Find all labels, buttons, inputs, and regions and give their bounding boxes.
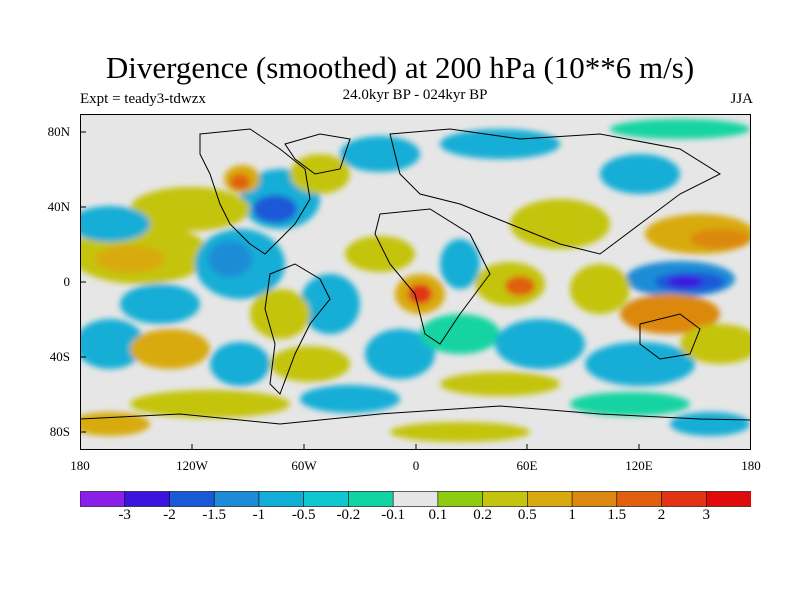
divergence-map [80, 114, 751, 450]
colorbar-swatch [705, 491, 751, 507]
colorbar-swatch [661, 491, 707, 507]
colorbar-swatch [80, 491, 126, 507]
experiment-label: Expt = teady3-tdwzx [80, 91, 206, 107]
colorbar-swatch [124, 491, 171, 507]
lon-label-120e: 120E [625, 458, 653, 473]
colorbar-label: -0.2 [336, 507, 361, 523]
lat-label-eq: 0 [63, 274, 71, 289]
lon-label-120w: 120W [176, 458, 208, 473]
field-layer [80, 114, 751, 450]
colorbar-label: -0.5 [291, 507, 316, 523]
colorbar-swatch [348, 491, 394, 507]
period-label: 24.0kyr BP - 024kyr BP [342, 87, 488, 103]
colorbar-label: -2 [163, 507, 176, 523]
colorbar-label: 1 [568, 507, 576, 523]
lon-label-180w: 180 [70, 458, 90, 473]
lat-label-80n: 80N [47, 124, 70, 139]
colorbar-swatch [571, 491, 618, 507]
colorbar-swatch [303, 491, 349, 507]
lat-label-40n: 40N [47, 199, 70, 214]
colorbar-swatch [527, 491, 573, 507]
colorbar-swatch [437, 491, 484, 507]
colorbar-swatch [213, 491, 260, 507]
lon-label-60e: 60E [516, 458, 538, 473]
season-label: JJA [730, 91, 753, 107]
colorbar-label: 3 [702, 507, 711, 523]
colorbar-label: 0.1 [428, 507, 448, 523]
colorbar-swatch [392, 491, 439, 507]
colorbar-label: 0.2 [473, 507, 492, 523]
colorbar-label: 0.5 [517, 507, 537, 523]
plot-title: Divergence (smoothed) at 200 hPa (10**6 … [105, 50, 695, 85]
colorbar-label: -3 [118, 507, 131, 523]
colorbar-label: -1.5 [202, 507, 227, 523]
colorbar-swatch [482, 491, 528, 507]
lon-label-180e: 180 [741, 458, 761, 473]
coastlines [80, 128, 751, 425]
colorbar-label: 1.5 [607, 507, 627, 523]
colorbar-swatch [616, 491, 663, 507]
colorbar-swatch [169, 491, 215, 507]
axis-ticks [80, 131, 640, 450]
lat-label-80s: 80S [49, 424, 70, 439]
colorbar-label: -1 [252, 507, 266, 523]
colorbar-swatch [258, 491, 305, 507]
lon-label-0: 0 [412, 458, 420, 473]
colorbar [80, 491, 751, 507]
lon-label-60w: 60W [291, 458, 317, 473]
colorbar-label: 2 [657, 507, 666, 523]
colorbar-label: -0.1 [381, 507, 405, 523]
lat-label-40s: 40S [49, 349, 70, 364]
